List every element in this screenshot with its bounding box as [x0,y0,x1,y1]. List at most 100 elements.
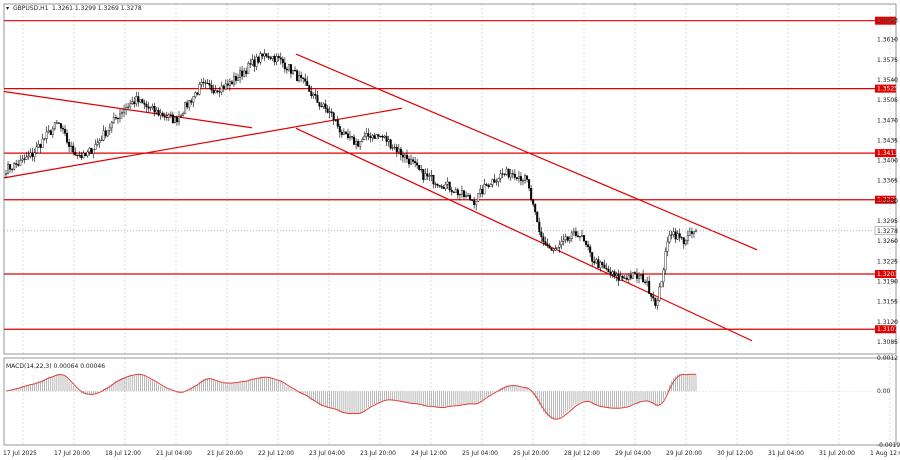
candle-bullish [619,276,622,281]
macd-pane-border [3,357,897,446]
chart-symbol-title: GBPUSD,H1 [13,5,49,12]
candle-bearish [405,154,408,160]
candle-bullish [363,136,366,140]
candle-bullish [41,138,44,148]
time-tick-label: 29 Jul 04:00 [615,450,651,457]
candle-bearish [163,115,166,118]
candle-bearish [550,248,553,251]
time-tick-label: 24 Jul 12:00 [411,450,447,457]
candle-bullish [25,156,28,160]
trend-line [3,90,253,129]
candle-bullish [595,259,598,264]
price-tick-label: 1.3610 [877,37,898,44]
candle-bearish [143,102,146,105]
candle-bullish [11,168,14,170]
candle-bearish [532,199,535,205]
candle-bearish [473,200,476,205]
candle-bullish [13,163,16,170]
price-axis: 1.3643 1.3610 1.3575 1.3540 1.3505 1.3470 1.34… [874,18,898,346]
candle-bearish [534,204,537,213]
price-pane-border [3,3,897,355]
candle-bearish [416,162,419,166]
price-grid [22,4,891,445]
candle-bearish [385,135,388,142]
candle-bullish [214,90,217,94]
candle-bearish [462,190,465,198]
candle-bullish [424,173,427,180]
candle-bullish [403,154,406,158]
candle-bearish [625,277,628,280]
candle-bullish [55,122,58,124]
candle-bullish [509,173,512,178]
candle-bearish [171,114,174,124]
price-tick-label: 1.3120 [877,319,898,326]
candle-bullish [568,238,571,241]
price-tick-label: 1.3643 [877,18,898,25]
candle-bearish [401,154,404,158]
time-tick-label: 1 Aug 12:00 [870,450,900,457]
candle-bearish [601,261,604,266]
candle-bearish [340,131,343,135]
candle-bullish [599,261,602,268]
price-tick-label: 1.3505 [877,97,898,104]
candle-bullish [151,105,154,108]
candle-bearish [650,293,653,297]
candle-bullish [43,138,46,140]
candle-bullish [35,146,38,153]
price-tick-label: 1.3575 [877,57,898,64]
candle-bearish [399,148,402,155]
candle-bullish [247,63,250,74]
candle-bearish [418,164,421,170]
candle-bullish [355,141,358,145]
time-tick-label: 17 Jul 2025 [3,450,37,457]
candle-bearish [440,185,443,188]
level-price-box [875,149,896,158]
candle-bullish [631,272,634,279]
candle-bullish [578,236,581,238]
candle-bearish [682,237,685,245]
candle-bearish [66,133,69,143]
candle-bullish [102,130,105,141]
candle-bullish [517,176,520,179]
level-price-label: 1.3107 [877,326,898,333]
candle-bearish [310,91,313,97]
candle-bullish [149,107,152,109]
candle-bearish [308,85,311,92]
time-tick-label: 23 Jul 04:00 [309,450,345,457]
candle-bearish [597,259,600,268]
candle-bullish [666,241,669,252]
time-tick-label: 25 Jul 04:00 [462,450,498,457]
candle-bullish [383,135,386,138]
candle-bullish [420,169,423,171]
candle-bullish [664,251,667,271]
candle-bearish [234,76,237,81]
candle-bearish [513,173,516,178]
candle-bullish [560,241,563,245]
candle-bearish [536,211,539,223]
macd-pane[interactable]: MACD(14,22,3) 0.00064 0.00046 0.00120.00… [3,355,900,449]
candle-bearish [104,130,107,137]
candle-bearish [336,119,339,127]
candle-bearish [23,158,26,160]
candle-bullish [82,152,85,158]
candle-bearish [452,191,455,193]
candle-bearish [267,56,270,58]
candle-bullish [200,82,203,85]
candle-bearish [519,176,522,181]
level-price-box [875,269,896,278]
price-pane[interactable]: 1.3643 1.3525 1.3413 1.3332 1.3203 1.3107 [3,3,898,445]
candle-bearish [80,154,83,158]
candle-bearish [64,128,67,134]
current-price-label: 1.3278 [877,228,898,235]
price-tick-label: 1.3330 [877,198,898,205]
candle-bearish [548,245,551,249]
candle-bullish [365,133,368,137]
macd-tick-label: -0.00194 [877,442,900,449]
candle-bullish [662,269,665,283]
candle-bullish [686,235,689,241]
candle-bearish [680,237,683,239]
candle-bearish [59,123,62,129]
time-tick-label: 31 Jul 04:00 [768,450,804,457]
candle-bearish [456,189,459,196]
